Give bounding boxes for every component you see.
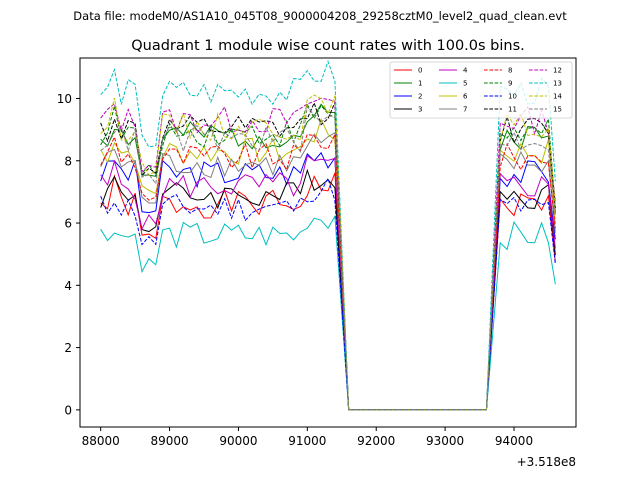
x-tick-label: 94000: [495, 434, 533, 448]
plot-frame: [79, 57, 577, 428]
legend-label-3: 3: [418, 106, 422, 114]
x-axis: 88000 89000 90000 91000 92000 93000 94000: [82, 427, 533, 448]
series-line-8: [100, 133, 556, 411]
legend-label-14: 14: [553, 93, 562, 101]
x-tick-label: 91000: [288, 434, 326, 448]
legend-label-15: 15: [553, 106, 562, 114]
legend-label-2: 2: [418, 93, 422, 101]
x-tick-label: 88000: [82, 434, 120, 448]
legend-label-0: 0: [418, 67, 422, 75]
y-tick-label: 8: [64, 154, 72, 168]
legend-label-5: 5: [463, 80, 467, 88]
legend-label-8: 8: [508, 67, 512, 75]
y-tick-label: 2: [64, 341, 72, 355]
data-file-header: Data file: modeM0/AS1A10_045T08_90000042…: [73, 9, 567, 23]
x-tick-label: 92000: [357, 434, 395, 448]
y-tick-label: 10: [57, 92, 72, 106]
legend-label-11: 11: [508, 106, 517, 114]
y-tick-label: 6: [64, 217, 72, 231]
legend-label-6: 6: [463, 93, 468, 101]
legend-label-13: 13: [553, 80, 562, 88]
y-tick-label: 0: [64, 403, 72, 417]
x-axis-offset-label: +3.518e8: [517, 455, 576, 469]
x-tick-label: 90000: [219, 434, 257, 448]
legend-box: [389, 61, 573, 119]
chart-title: Quadrant 1 module wise count rates with …: [131, 38, 525, 54]
y-axis: 0 2 4 6 8 10: [57, 92, 80, 417]
legend-label-7: 7: [463, 106, 467, 114]
x-tick-label: 93000: [426, 434, 464, 448]
x-tick-label: 89000: [150, 434, 188, 448]
y-tick-label: 4: [64, 279, 72, 293]
legend-label-1: 1: [418, 80, 422, 88]
series-line-13: [100, 59, 556, 411]
legend-label-9: 9: [508, 80, 512, 88]
legend-label-4: 4: [463, 67, 468, 75]
legend-label-10: 10: [508, 93, 517, 101]
series-line-15: [100, 105, 556, 411]
series-lines: [100, 59, 556, 411]
legend-label-12: 12: [553, 67, 562, 75]
